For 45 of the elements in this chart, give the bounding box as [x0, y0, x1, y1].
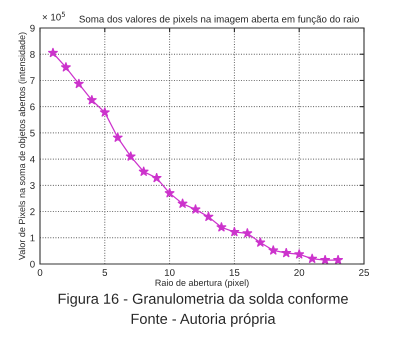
x-tick-label: 0	[38, 269, 42, 276]
point	[307, 253, 318, 264]
y-tick-label: 2	[30, 208, 35, 216]
point	[229, 226, 240, 236]
point	[48, 48, 58, 58]
point	[112, 132, 123, 142]
point	[138, 166, 149, 176]
y-tick-label: 3	[30, 182, 35, 189]
y-tick-label: 6	[30, 103, 35, 110]
y-tick-label: 5	[30, 130, 35, 137]
y-tick-label: 4	[30, 156, 35, 163]
y-tick-label: 1	[30, 234, 35, 242]
point	[268, 244, 278, 255]
text: × 10$^{5}$	[42, 12, 66, 21]
source-note: Fonte - Autoria própria	[132, 313, 276, 327]
x-tick-label: 15	[230, 269, 240, 276]
point	[294, 248, 304, 259]
point	[86, 94, 97, 105]
point	[126, 151, 136, 161]
point	[332, 254, 344, 264]
point	[242, 228, 253, 238]
y-tick-label: 0	[30, 260, 35, 268]
text: Figura 16 - Granulometria da solda conforme	[58, 293, 348, 307]
x-tick-label: 5	[102, 269, 108, 276]
x-tick-label: 25	[359, 269, 369, 276]
y-tick-label: 8	[30, 50, 35, 58]
chart-title: Soma dos valores de pixels na imagem aberta em função do raio	[79, 15, 359, 25]
point	[164, 188, 175, 198]
point	[320, 254, 330, 264]
point	[151, 172, 162, 182]
point	[203, 211, 214, 222]
point	[190, 204, 201, 214]
point	[255, 237, 266, 247]
x-tick-label: 20	[294, 269, 304, 276]
y-axis-title: Valor de Pixels na soma de objetos abertos (intensidade)	[18, 32, 27, 260]
y-tick-label: 9	[30, 24, 35, 32]
point	[216, 222, 227, 232]
point	[177, 198, 188, 208]
point	[281, 248, 292, 258]
y-tick-label: 7	[30, 77, 35, 84]
x-tick-label: 10	[164, 269, 175, 276]
point	[74, 78, 84, 88]
point	[100, 107, 110, 117]
x-axis-title: Raio de abertura (pixel)	[156, 279, 249, 288]
point	[60, 62, 72, 72]
